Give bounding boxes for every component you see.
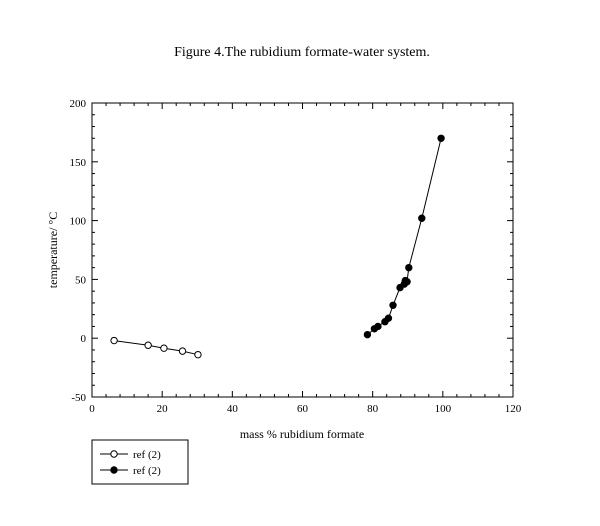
- data-points: [110, 134, 445, 359]
- legend-label-series-1: ref (2): [133, 449, 161, 461]
- y-tick-label: 200: [70, 98, 87, 110]
- chart-title: Figure 4.The rubidium formate-water syst…: [174, 45, 430, 60]
- data-point-series-1: [194, 350, 202, 359]
- y-tick-label: 100: [70, 216, 87, 228]
- data-point-series-1: [160, 344, 168, 352]
- legend-label-series-2: ref (2): [133, 465, 161, 477]
- series-lines: [114, 138, 442, 356]
- x-axis-label: mass % rubidium formate: [240, 427, 364, 441]
- data-point-series-1: [110, 336, 118, 345]
- data-point-series-1: [178, 347, 187, 355]
- data-point-series-2: [374, 322, 382, 331]
- legend-marker-series-2: [110, 466, 118, 474]
- legend-box: [91, 439, 189, 485]
- plot-frame: [91, 102, 514, 398]
- data-point-series-2: [403, 278, 411, 286]
- x-tick-label: 100: [435, 403, 452, 415]
- y-tick-label: 150: [70, 157, 87, 169]
- data-point-series-2: [389, 301, 397, 309]
- data-point-series-1: [144, 341, 152, 349]
- data-point-series-2: [363, 330, 372, 339]
- y-tick-label: 0: [81, 333, 87, 345]
- legend: ref (2) ref (2): [91, 439, 189, 485]
- data-point-series-2: [418, 214, 426, 222]
- x-tick-label: 0: [89, 403, 95, 415]
- series-line-2: [367, 138, 442, 336]
- x-tick-label: 40: [227, 403, 239, 415]
- x-tick-label: 80: [367, 403, 379, 415]
- y-axis-label: temperature/ °C: [46, 212, 60, 288]
- x-tick-label: 120: [505, 403, 522, 415]
- y-tick-label: 50: [75, 274, 87, 286]
- data-point-series-2: [384, 314, 393, 322]
- data-point-series-2: [437, 134, 445, 142]
- legend-marker-series-1: [110, 450, 118, 458]
- y-tick-label: -50: [71, 392, 86, 404]
- data-point-series-2: [405, 263, 413, 272]
- x-tick-label: 60: [297, 403, 309, 415]
- x-tick-label: 20: [157, 403, 169, 415]
